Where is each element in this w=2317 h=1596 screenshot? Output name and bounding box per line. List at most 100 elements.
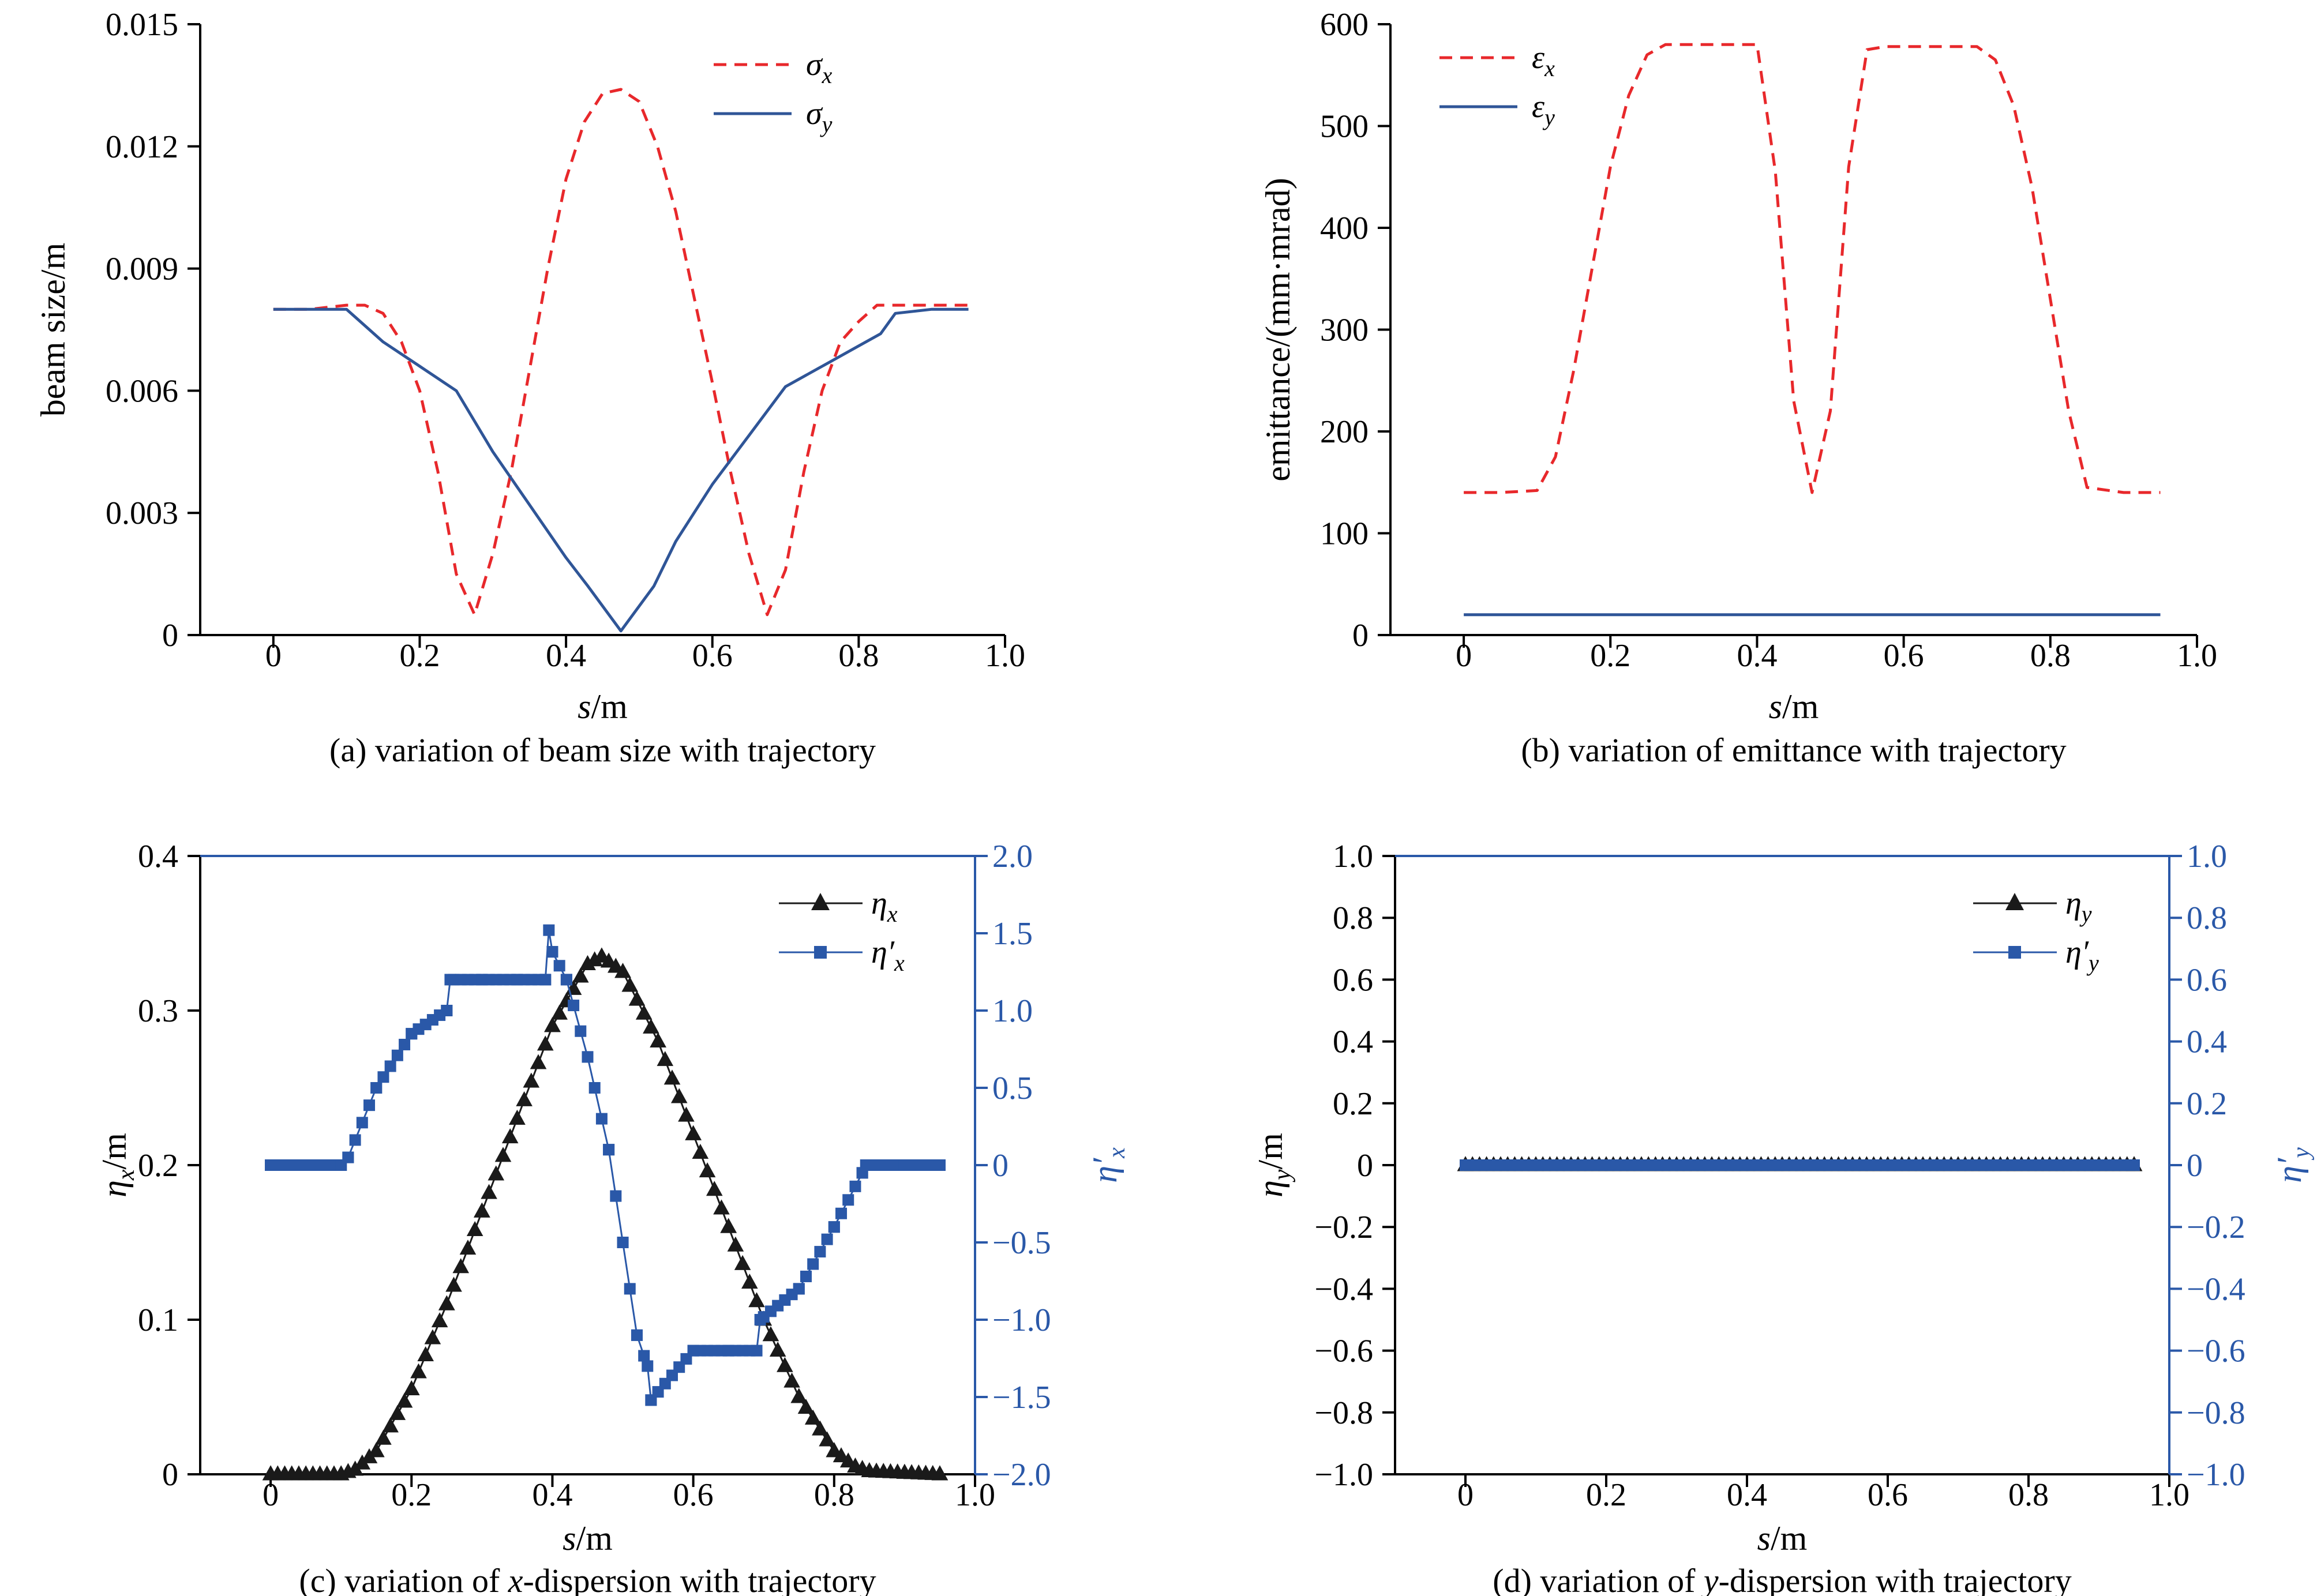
triangle-marker [417,1346,434,1362]
y2-axis-label: η′y [2270,1147,2315,1183]
series-line [273,307,969,633]
square-marker [370,1082,383,1094]
triangle-marker [332,1465,350,1481]
x-tick-label: 0.6 [692,638,733,674]
triangle-marker [748,1292,765,1308]
x-tick-label: 1.0 [955,1477,995,1513]
triangle-marker [650,1032,666,1047]
square-marker [617,1237,629,1248]
y2-tick-label: −0.6 [2187,1334,2245,1369]
square-marker [800,1270,812,1282]
triangle-marker [734,1255,751,1270]
triangle-marker [777,1357,793,1372]
x-tick-label: 0.8 [2030,638,2071,674]
triangle-marker [438,1295,455,1310]
triangle-marker [861,1462,878,1478]
y-tick-label: 0.009 [106,251,178,287]
triangle-marker [614,963,631,978]
panel-caption: (a) variation of beam size with trajecto… [329,731,876,769]
y-axis-label: emittance/(mm·mrad) [1259,178,1297,481]
x-tick-label: 0.8 [814,1477,854,1513]
y-tick-label: 0.4 [1333,1024,1373,1060]
square-marker [603,1144,615,1156]
triangle-marker [699,1162,716,1178]
triangle-marker [692,1143,709,1159]
triangle-marker [896,1463,913,1479]
triangle-marker [537,1035,554,1051]
y2-tick-label: 0.6 [2187,962,2227,998]
triangle-marker [804,1409,822,1425]
square-marker [821,1233,833,1245]
triangle-marker [488,1165,505,1181]
square-marker [2128,1159,2140,1171]
legend-label: σy [806,96,833,137]
square-marker [582,1051,594,1063]
square-marker [898,1159,910,1171]
y2-tick-label: 0.5 [992,1071,1033,1106]
y2-tick-label: 0.4 [2187,1024,2227,1060]
square-marker [638,1350,650,1362]
x-tick-label: 0 [1456,638,1472,674]
triangle-marker [403,1380,420,1395]
y-tick-label: 0.2 [1333,1086,1373,1122]
square-marker [511,974,523,986]
y2-tick-label: −0.4 [2187,1271,2245,1307]
legend: ηy η′y [1973,885,2099,976]
y-tick-label: 0 [1357,1148,1373,1184]
y2-tick-label: −1.0 [992,1302,1051,1338]
square-marker [807,1258,819,1270]
y-axis-label: ηy/m [1251,1133,1296,1197]
x-tick-label: 0.6 [1868,1477,1908,1513]
square-marker [342,1151,354,1163]
triangle-marker [368,1442,385,1458]
square-marker [406,1028,418,1040]
square-marker [384,1060,396,1072]
legend: σx σy [714,47,833,137]
panel-caption: (d) variation of y-dispersion with traje… [1493,1562,2071,1596]
x-axis-label: s/m [578,688,628,726]
y-tick-label: 0 [162,1457,178,1493]
triangle-marker [797,1399,815,1414]
y-axis-label: ηx/m [95,1133,140,1197]
triangle-marker [790,1388,808,1403]
legend-label: ηy [2065,885,2092,927]
square-marker [444,974,456,986]
x-tick-label: 0.4 [532,1477,572,1513]
triangle-marker [628,990,646,1006]
y-tick-label: 0 [1352,618,1369,654]
y2-tick-label: −2.0 [992,1457,1051,1493]
x-tick-label: 0 [263,1477,279,1513]
y-tick-label: 0.2 [138,1148,178,1184]
x-tick-label: 0.2 [1586,1477,1626,1513]
y-tick-label: 0.012 [106,129,178,165]
y2-tick-label: −1.5 [992,1380,1051,1415]
x-tick-label: 0 [1457,1477,1474,1513]
triangle-marker [474,1202,490,1218]
y-tick-label: 0.4 [138,839,178,874]
triangle-marker [621,977,639,992]
y-tick-label: 0.3 [138,993,178,1029]
y-tick-label: 100 [1320,516,1369,552]
triangle-marker [389,1405,406,1420]
x-tick-label: 0.6 [673,1477,714,1513]
square-marker [631,1329,643,1341]
series-η′y [1460,1159,2140,1171]
y-tick-label: 0.6 [1333,962,1373,998]
y2-tick-label: 0 [992,1148,1008,1184]
legend-triangle-marker [811,893,830,910]
triangle-marker [424,1329,441,1345]
square-marker [568,1000,580,1012]
triangle-marker [396,1392,413,1408]
y-tick-label: 0.1 [138,1302,178,1338]
triangle-marker [819,1431,835,1447]
triangle-marker [931,1465,948,1481]
x-tick-label: 0.2 [399,638,440,674]
x-tick-label: 1.0 [2177,638,2217,674]
triangle-marker [452,1258,470,1274]
y2-tick-label: 0.2 [2187,1086,2227,1122]
triangle-marker [670,1088,688,1103]
x-axis-label: s/m [1757,1519,1808,1557]
x-tick-label: 0.8 [838,638,879,674]
x-tick-label: 0.2 [1590,638,1630,674]
y-tick-label: 1.0 [1333,839,1373,874]
